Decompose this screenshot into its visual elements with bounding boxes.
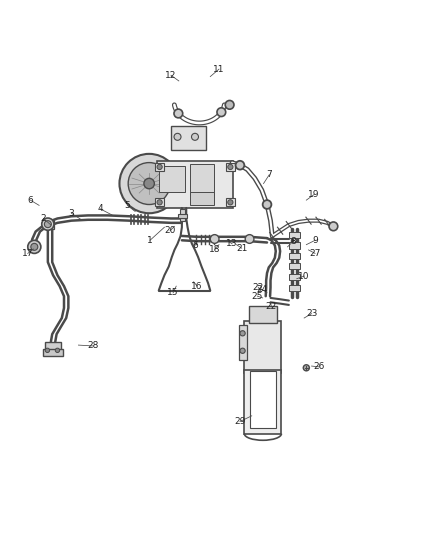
Bar bbox=[251, 372, 276, 428]
Circle shape bbox=[228, 164, 233, 169]
Circle shape bbox=[236, 161, 244, 169]
Circle shape bbox=[45, 348, 49, 352]
Circle shape bbox=[263, 200, 272, 209]
Text: 13: 13 bbox=[226, 239, 238, 248]
Text: 3: 3 bbox=[69, 209, 74, 218]
Text: 8: 8 bbox=[290, 237, 296, 246]
Bar bbox=[244, 370, 282, 434]
Text: 4: 4 bbox=[97, 204, 103, 213]
Text: 20: 20 bbox=[164, 226, 176, 235]
Text: 22: 22 bbox=[266, 302, 277, 311]
Circle shape bbox=[174, 109, 183, 118]
Text: 16: 16 bbox=[191, 281, 203, 290]
Text: 12: 12 bbox=[165, 71, 177, 80]
Circle shape bbox=[240, 330, 245, 336]
Circle shape bbox=[245, 235, 254, 244]
Circle shape bbox=[174, 133, 181, 140]
Bar bbox=[289, 263, 300, 269]
Circle shape bbox=[55, 348, 60, 352]
Bar bbox=[43, 349, 63, 356]
Text: 21: 21 bbox=[236, 244, 247, 253]
Text: 23: 23 bbox=[306, 309, 317, 318]
Bar bbox=[155, 198, 164, 206]
Text: 7: 7 bbox=[266, 171, 272, 179]
Bar bbox=[45, 342, 60, 351]
Circle shape bbox=[28, 240, 41, 253]
Bar bbox=[157, 161, 233, 208]
Text: 11: 11 bbox=[213, 64, 225, 74]
Bar bbox=[178, 214, 187, 219]
Circle shape bbox=[303, 365, 309, 371]
Bar bbox=[289, 285, 300, 291]
Bar bbox=[244, 321, 282, 373]
Circle shape bbox=[225, 100, 234, 109]
Bar bbox=[226, 163, 235, 171]
Bar bbox=[190, 192, 214, 205]
Text: 29: 29 bbox=[234, 417, 246, 426]
Text: 6: 6 bbox=[192, 241, 198, 250]
Bar bbox=[239, 326, 247, 360]
Circle shape bbox=[44, 221, 51, 228]
Text: 10: 10 bbox=[298, 272, 310, 280]
Text: 28: 28 bbox=[88, 342, 99, 351]
Bar bbox=[289, 243, 300, 248]
Circle shape bbox=[157, 200, 162, 205]
Text: 2: 2 bbox=[41, 214, 46, 223]
Bar bbox=[249, 306, 277, 323]
Circle shape bbox=[191, 133, 198, 140]
Circle shape bbox=[210, 235, 219, 244]
Circle shape bbox=[228, 200, 233, 205]
Bar bbox=[226, 198, 235, 206]
Text: 17: 17 bbox=[22, 249, 34, 258]
Circle shape bbox=[31, 244, 38, 251]
Text: 19: 19 bbox=[308, 190, 320, 199]
Circle shape bbox=[42, 218, 54, 230]
Text: 9: 9 bbox=[312, 236, 318, 245]
Bar bbox=[289, 274, 300, 280]
Text: 26: 26 bbox=[314, 362, 325, 372]
Text: 5: 5 bbox=[124, 201, 130, 210]
Circle shape bbox=[144, 179, 154, 189]
Bar bbox=[155, 163, 164, 171]
Bar bbox=[42, 220, 53, 229]
Bar bbox=[159, 166, 185, 192]
Circle shape bbox=[120, 154, 179, 213]
Text: 27: 27 bbox=[309, 249, 321, 258]
Text: 6: 6 bbox=[28, 196, 33, 205]
Bar bbox=[180, 209, 185, 221]
Text: 1: 1 bbox=[147, 236, 153, 245]
Bar bbox=[289, 231, 300, 238]
Circle shape bbox=[217, 108, 226, 117]
Text: 24: 24 bbox=[256, 285, 268, 294]
Text: 18: 18 bbox=[209, 245, 220, 254]
Circle shape bbox=[128, 163, 170, 205]
Text: 15: 15 bbox=[167, 288, 179, 297]
Circle shape bbox=[240, 348, 245, 353]
Text: 25: 25 bbox=[252, 292, 263, 301]
Text: 22: 22 bbox=[253, 283, 264, 292]
Circle shape bbox=[329, 222, 338, 231]
Bar bbox=[190, 164, 214, 195]
Bar bbox=[289, 253, 300, 259]
Circle shape bbox=[157, 164, 162, 169]
Bar bbox=[171, 126, 206, 150]
